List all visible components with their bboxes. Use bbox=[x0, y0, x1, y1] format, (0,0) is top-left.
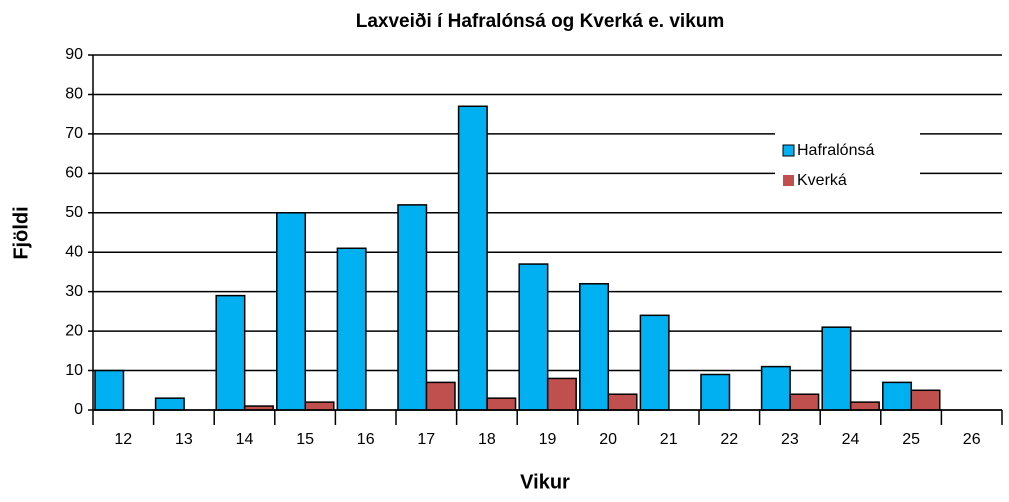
bar bbox=[276, 212, 307, 411]
legend-swatch bbox=[783, 175, 794, 186]
x-tick-label: 21 bbox=[660, 431, 678, 448]
x-tick-label: 26 bbox=[963, 431, 981, 448]
bar bbox=[821, 326, 852, 411]
y-tick-label: 10 bbox=[65, 362, 83, 379]
x-tick-label: 25 bbox=[902, 431, 920, 448]
y-tick-label: 60 bbox=[65, 165, 83, 182]
x-tick-label: 18 bbox=[478, 431, 496, 448]
bar bbox=[304, 401, 335, 411]
bar bbox=[849, 401, 880, 411]
x-tick-label: 22 bbox=[720, 431, 738, 448]
bar bbox=[607, 393, 638, 411]
legend-swatch bbox=[782, 144, 795, 157]
y-tick-label: 80 bbox=[65, 86, 83, 103]
y-tick-label: 30 bbox=[65, 283, 83, 300]
bar bbox=[486, 397, 517, 411]
bar bbox=[457, 105, 488, 411]
legend-label: Kverká bbox=[797, 172, 847, 189]
legend-label: Hafralónsá bbox=[797, 142, 874, 159]
x-tick-label: 14 bbox=[236, 431, 254, 448]
bar bbox=[336, 247, 367, 411]
x-tick-label: 13 bbox=[175, 431, 193, 448]
x-axis-label: Vikur bbox=[520, 471, 570, 493]
x-tick-label: 12 bbox=[114, 431, 132, 448]
x-tick-label: 19 bbox=[539, 431, 557, 448]
y-tick-label: 70 bbox=[65, 125, 83, 142]
y-tick-label: 0 bbox=[74, 401, 83, 418]
bar bbox=[154, 397, 185, 411]
bar bbox=[397, 204, 428, 411]
x-tick-label: 23 bbox=[781, 431, 799, 448]
y-tick-label: 40 bbox=[65, 243, 83, 260]
bar bbox=[882, 381, 913, 411]
y-tick-label: 90 bbox=[65, 46, 83, 63]
y-tick-label: 20 bbox=[65, 322, 83, 339]
bar bbox=[760, 365, 791, 411]
bar bbox=[518, 263, 549, 411]
bar bbox=[789, 393, 820, 411]
y-axis-label: Fjöldi bbox=[10, 206, 32, 259]
bar bbox=[910, 389, 941, 411]
bar bbox=[579, 283, 610, 411]
bar bbox=[215, 294, 246, 411]
bar bbox=[425, 381, 456, 411]
x-tick-label: 24 bbox=[842, 431, 860, 448]
bar bbox=[94, 369, 125, 411]
x-tick-label: 15 bbox=[296, 431, 314, 448]
y-tick-label: 50 bbox=[65, 204, 83, 221]
bar bbox=[546, 377, 577, 411]
x-tick-label: 20 bbox=[599, 431, 617, 448]
bar bbox=[700, 373, 731, 411]
x-tick-label: 16 bbox=[357, 431, 375, 448]
chart-title: Laxveiði í Hafralónsá og Kverká e. vikum bbox=[356, 11, 725, 32]
bar bbox=[639, 314, 670, 411]
x-tick-label: 17 bbox=[417, 431, 435, 448]
legend-box bbox=[775, 120, 920, 182]
